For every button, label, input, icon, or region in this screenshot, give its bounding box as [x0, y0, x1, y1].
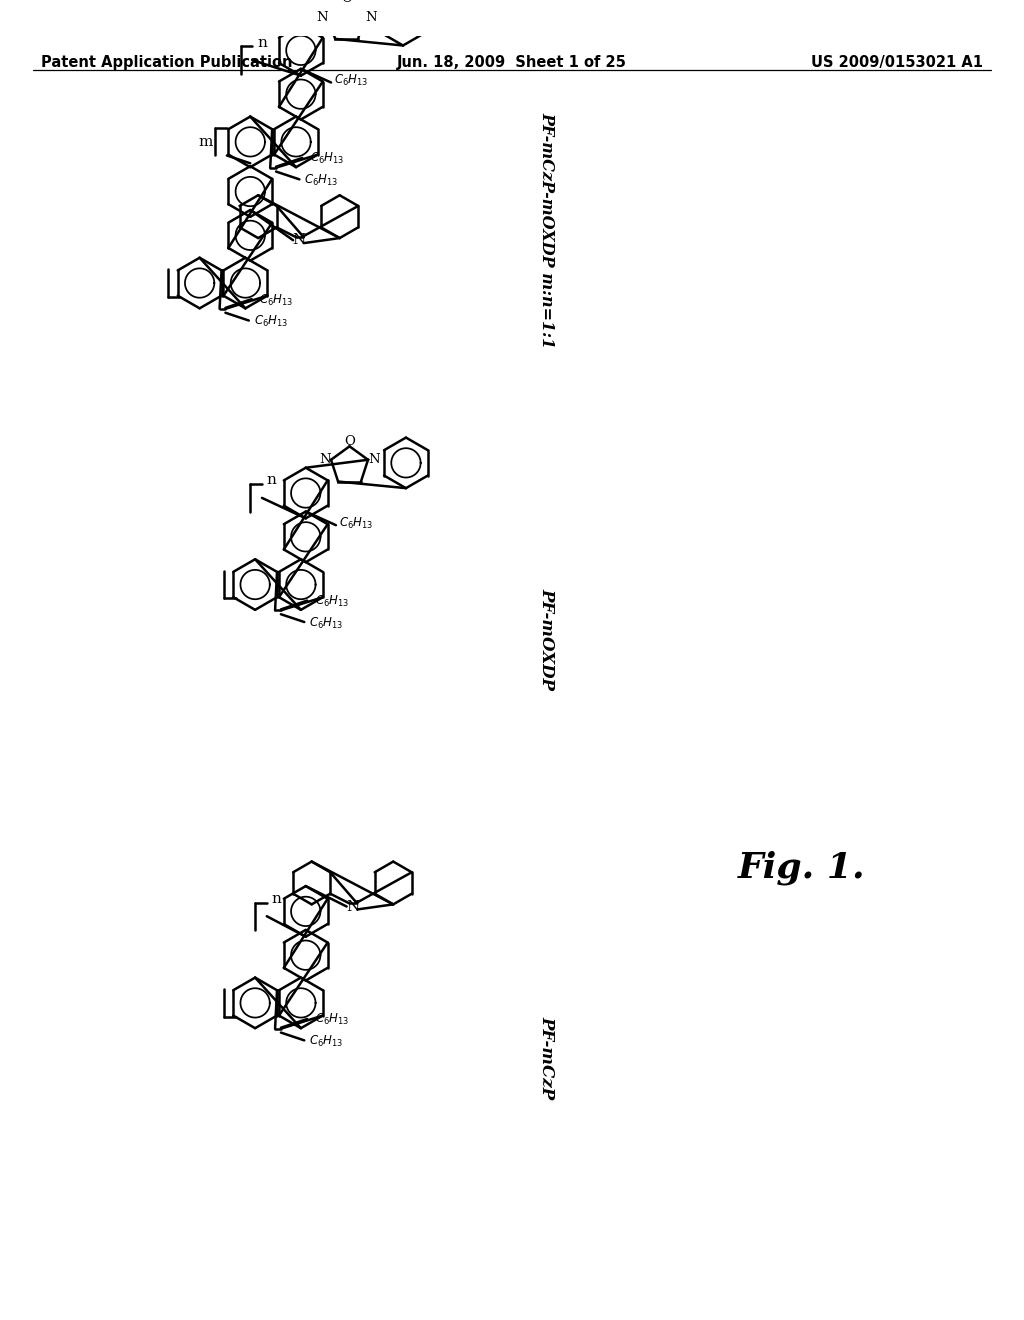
- Text: $C_6H_{13}$: $C_6H_{13}$: [254, 314, 288, 329]
- Text: n: n: [267, 474, 276, 487]
- Text: m: m: [199, 135, 213, 149]
- Text: $C_6H_{13}$: $C_6H_{13}$: [334, 73, 369, 88]
- Text: Fig. 1.: Fig. 1.: [738, 850, 865, 884]
- Text: $C_6H_{13}$: $C_6H_{13}$: [315, 1012, 349, 1027]
- Text: Jun. 18, 2009  Sheet 1 of 25: Jun. 18, 2009 Sheet 1 of 25: [397, 55, 627, 70]
- Text: O: O: [341, 0, 352, 5]
- Text: N: N: [346, 899, 359, 913]
- Text: N: N: [319, 453, 331, 466]
- Text: $C_6H_{13}$: $C_6H_{13}$: [304, 173, 339, 187]
- Text: $C_6H_{13}$: $C_6H_{13}$: [315, 594, 349, 609]
- Text: N: N: [292, 234, 305, 247]
- Text: PF-mOXDP: PF-mOXDP: [539, 587, 556, 690]
- Text: $C_6H_{13}$: $C_6H_{13}$: [309, 1034, 343, 1049]
- Text: US 2009/0153021 A1: US 2009/0153021 A1: [811, 55, 983, 70]
- Text: n: n: [257, 36, 267, 50]
- Text: PF-mCzP: PF-mCzP: [539, 1015, 556, 1100]
- Text: N: N: [368, 453, 380, 466]
- Text: $C_6H_{13}$: $C_6H_{13}$: [339, 516, 373, 531]
- Text: PF-mCzP-mOXDP m:n=1:1: PF-mCzP-mOXDP m:n=1:1: [539, 112, 556, 348]
- Text: N: N: [316, 11, 328, 24]
- Text: $C_6H_{13}$: $C_6H_{13}$: [259, 293, 294, 308]
- Text: n: n: [271, 892, 282, 906]
- Text: $C_6H_{13}$: $C_6H_{13}$: [309, 615, 343, 631]
- Text: $C_6H_{13}$: $C_6H_{13}$: [310, 152, 344, 166]
- Text: O: O: [344, 436, 355, 447]
- Text: N: N: [366, 11, 377, 24]
- Text: Patent Application Publication: Patent Application Publication: [41, 55, 293, 70]
